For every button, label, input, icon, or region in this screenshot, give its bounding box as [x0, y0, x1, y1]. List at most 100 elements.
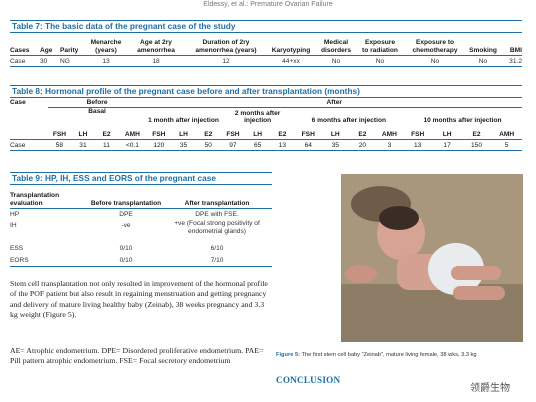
t8-cell: 3: [375, 139, 403, 151]
figure-caption-text: The first stem cell baby "Zeinab", matur…: [300, 352, 477, 358]
table-row: HP DPE DPE with FSE.: [10, 208, 272, 220]
t7-cell: No: [466, 55, 500, 67]
t9-header: Before transplantation: [90, 185, 162, 209]
t7-cell: No: [356, 55, 404, 67]
figure-caption: Figure 5: The first stem cell baby "Zein…: [276, 352, 526, 359]
t8-cell: 13: [270, 139, 295, 151]
table-row: IH -ve +ve (Focal strong positivity of e…: [10, 220, 272, 243]
t7-cell: Case: [10, 55, 40, 67]
t8-hormone-header: FSH: [146, 125, 172, 140]
t9-cell: IH: [10, 222, 17, 229]
table-row: Case 30 NG 13 18 12 44+xx No No No No 31…: [10, 55, 522, 67]
t8-hormone-header: E2: [270, 125, 295, 140]
t8-cell: 64: [294, 139, 322, 151]
t9-cell: 6/10: [210, 245, 224, 252]
t9-cell: 7/10: [162, 254, 272, 267]
table7-title: Table 7: The basic data of the pregnant …: [10, 20, 522, 33]
t7-cell: 13: [86, 55, 126, 67]
t7-cell: No: [404, 55, 466, 67]
t7-header: Menarche (years): [86, 33, 126, 56]
t9-cell: +ve (Focal strong positivity of endometr…: [174, 220, 260, 235]
section-heading-conclusion: CONCLUSION: [276, 375, 341, 385]
table-row: ESS 0/10 6/10: [10, 243, 272, 255]
t7-header: Age: [40, 33, 60, 56]
table7: Cases Age Parity Menarche (years) Age at …: [10, 33, 522, 67]
t8-cell: 97: [220, 139, 246, 151]
t8-cell: 20: [348, 139, 376, 151]
t7-header: Exposure to chemotherapy: [404, 33, 466, 56]
t9-cell: 0/10: [90, 254, 162, 267]
t8-cell: 150: [461, 139, 492, 151]
abbreviations-paragraph: AE= Atrophic endometrium. DPE= Disordere…: [10, 346, 264, 366]
t8-hormone-header: FSH: [294, 125, 322, 140]
t7-cell: 30: [40, 55, 60, 67]
t8-cell: 35: [321, 139, 349, 151]
t9-header: After transplantation: [162, 185, 272, 209]
baby-photo: [341, 174, 523, 342]
t9-header: Transplantation evaluation: [10, 185, 90, 209]
figure-label: Figure 5:: [276, 352, 301, 358]
t9-cell: -ve: [121, 222, 131, 229]
t8-period-header: 10 months after injection: [402, 106, 522, 125]
t8-cell: 50: [195, 139, 221, 151]
t9-cell: ESS: [10, 245, 24, 252]
t8-period-header: 2 months after injection: [220, 106, 295, 125]
t8-cell: 11: [94, 139, 119, 151]
t7-cell: 31.2: [500, 55, 522, 67]
t9-cell: DPE: [119, 210, 133, 218]
t8-cell: Case: [10, 139, 48, 151]
table8-title: Table 8: Hormonal profile of the pregnan…: [10, 85, 522, 98]
t7-header: Medical disorders: [316, 33, 356, 56]
watermark: 领爵生物: [470, 383, 510, 394]
t9-cell: EORS: [10, 254, 90, 267]
t8-cell: 5: [491, 139, 522, 151]
t7-cell: 18: [126, 55, 186, 67]
t8-cell: 17: [432, 139, 462, 151]
t8-hormone-header: E2: [94, 125, 119, 140]
table9-title: Table 9: HP, IH, ESS and EORS of the pre…: [10, 172, 272, 185]
t8-basal-header: Basal: [47, 106, 147, 125]
t8-hormone-header: AMH: [491, 125, 522, 140]
t8-hormone-header: LH: [71, 125, 95, 140]
t8-cell: 31: [71, 139, 95, 151]
t8-after-header: After: [326, 98, 342, 106]
t9-cell: HP: [10, 210, 20, 218]
t7-cell: NG: [60, 55, 86, 67]
t8-hormone-header: LH: [321, 125, 349, 140]
t7-header: Duration of 2ry amenorrhea (years): [186, 33, 266, 56]
t7-cell: No: [316, 55, 356, 67]
t8-period-header: 1 month after injection: [146, 106, 221, 125]
t8-hormone-header: FSH: [47, 125, 72, 140]
t8-hormone-header: LH: [171, 125, 196, 140]
t9-cell: DPE with FSE.: [195, 210, 239, 218]
t7-cell: 44+xx: [266, 55, 316, 67]
t8-cell: <0.1: [118, 139, 147, 151]
t7-cell: 12: [186, 55, 266, 67]
body-paragraph: Stem cell transplantation not only resul…: [10, 279, 268, 319]
table-row: Case 58 31 11 <0.1 120 35 50 97 65 13 64…: [10, 139, 522, 151]
t7-header: Parity: [60, 33, 86, 56]
t7-header: Cases: [10, 33, 40, 56]
table9: Transplantation evaluation Before transp…: [10, 185, 272, 267]
t8-before-header: Before: [86, 98, 108, 106]
t8-hormone-header: FSH: [220, 125, 246, 140]
t7-header: Exposure to radiation: [356, 33, 404, 56]
table8: Case Before After Basal 1 month after in…: [10, 98, 522, 151]
t8-cell: 65: [245, 139, 270, 151]
table-row: EORS 0/10 7/10: [10, 254, 272, 267]
t7-header: Age at 2ry amenorrhea: [126, 33, 186, 56]
t8-hormone-header: AMH: [375, 125, 403, 140]
t8-hormone-header: AMH: [118, 125, 147, 140]
running-head: Eldessy, et al.: Premature Ovarian Failu…: [203, 1, 333, 8]
t8-hormone-header: LH: [245, 125, 270, 140]
t7-header: Karyotyping: [266, 33, 316, 56]
t7-header: Smoking: [466, 33, 500, 56]
t8-cell: 13: [402, 139, 433, 151]
t8-hormone-header: E2: [348, 125, 376, 140]
t9-cell: 0/10: [119, 245, 133, 252]
t7-header: BMI: [500, 33, 522, 56]
t8-hormone-header: E2: [195, 125, 221, 140]
t8-case-header: Case: [10, 99, 26, 107]
t8-hormone-header: FSH: [402, 125, 433, 140]
t8-cell: 35: [171, 139, 196, 151]
